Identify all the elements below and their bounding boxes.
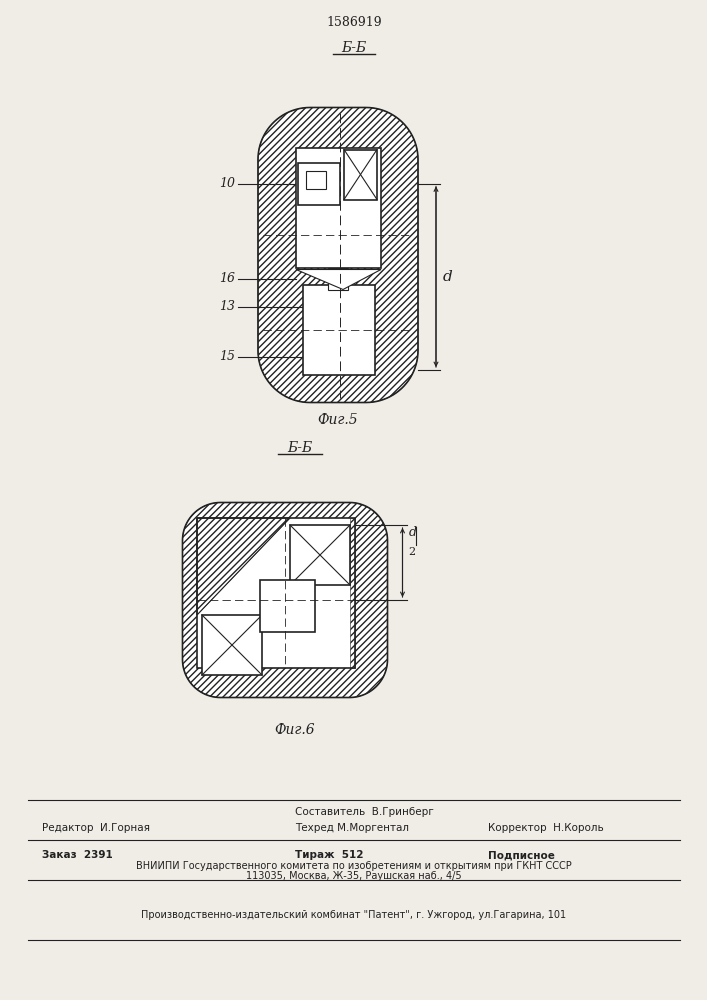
Polygon shape: [296, 269, 381, 290]
Text: Корректор  Н.Король: Корректор Н.Король: [488, 823, 604, 833]
Text: Заказ  2391: Заказ 2391: [42, 850, 112, 860]
Bar: [202, 615, 262, 675]
Text: d: d: [409, 526, 416, 540]
Bar: [328, 267, 348, 290]
Polygon shape: [182, 502, 387, 698]
Text: Подписное: Подписное: [488, 850, 555, 860]
Bar: [344, 149, 377, 200]
Text: Составитель  В.Гринберг: Составитель В.Гринберг: [295, 807, 434, 817]
Bar: [260, 580, 315, 632]
Text: 2: 2: [409, 547, 416, 557]
Polygon shape: [258, 107, 418, 402]
Text: 16: 16: [219, 272, 235, 285]
Bar: [298, 162, 340, 205]
Bar: [290, 525, 350, 585]
Bar: [197, 518, 355, 668]
Text: 15: 15: [219, 351, 235, 363]
Text: Техред М.Моргентал: Техред М.Моргентал: [295, 823, 409, 833]
Text: Тираж  512: Тираж 512: [295, 850, 363, 860]
Text: 13: 13: [219, 300, 235, 314]
Bar: [296, 147, 381, 267]
Text: Б-Б: Б-Б: [341, 41, 367, 55]
Text: ВНИИПИ Государственного комитета по изобретениям и открытиям при ГКНТ СССР: ВНИИПИ Государственного комитета по изоб…: [136, 861, 572, 871]
Bar: [306, 170, 326, 188]
Text: Фиг.5: Фиг.5: [317, 413, 358, 427]
Text: Фиг.6: Фиг.6: [275, 723, 315, 737]
Text: Б-Б: Б-Б: [287, 441, 312, 455]
Text: 1586919: 1586919: [326, 15, 382, 28]
Text: d: d: [443, 270, 452, 284]
Text: Производственно-издательский комбинат "Патент", г. Ужгород, ул.Гагарина, 101: Производственно-издательский комбинат "П…: [141, 910, 566, 920]
Text: Редактор  И.Горная: Редактор И.Горная: [42, 823, 150, 833]
Text: 10: 10: [219, 177, 235, 190]
Bar: [303, 285, 375, 375]
Text: 113035, Москва, Ж-35, Раушская наб., 4/5: 113035, Москва, Ж-35, Раушская наб., 4/5: [246, 871, 462, 881]
